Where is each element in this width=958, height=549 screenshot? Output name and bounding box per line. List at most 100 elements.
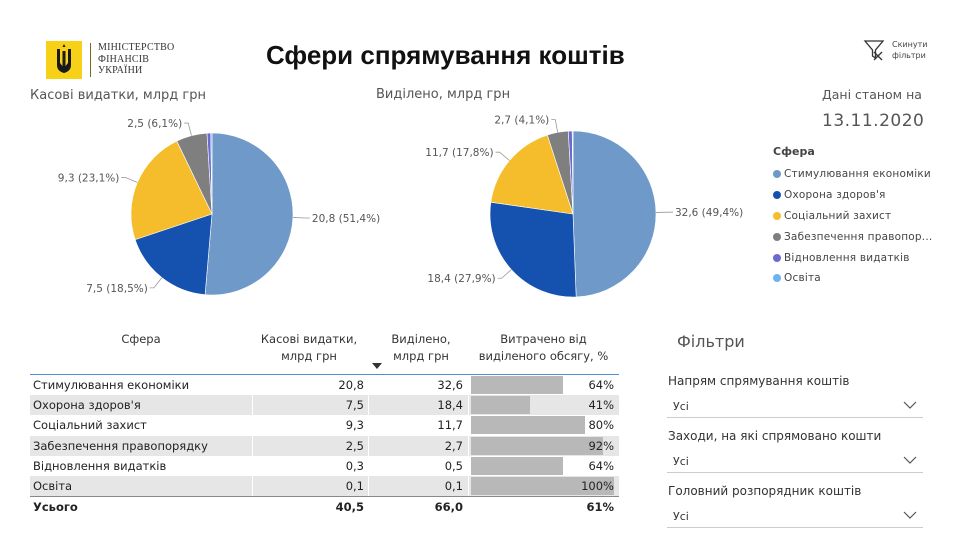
table-total-row: Усього 40,5 66,0 61%: [30, 496, 619, 517]
legend-dot: [773, 274, 781, 283]
logo-line-1: МІНІСТЕРСТВО: [98, 42, 175, 53]
label-leader-line: [184, 122, 192, 136]
total-spent: 61%: [586, 500, 614, 515]
pie-slice[interactable]: [204, 132, 294, 296]
col-header-spent[interactable]: Витрачено від виділеного обсягу, %: [478, 332, 609, 363]
spent-bar: [471, 436, 603, 455]
legend-item[interactable]: Охорона здоров'я: [773, 185, 932, 206]
row-allocated-value: 18,4: [437, 398, 463, 413]
spent-bar: [471, 476, 614, 495]
trident-emblem-icon: [46, 41, 82, 79]
table-row[interactable]: Стимулювання економіки 20,8 32,6 64%: [30, 375, 619, 395]
label-leader-line: [497, 269, 512, 279]
row-sphere-name: Соціальний захист: [33, 418, 147, 433]
pie-data-label: 20,8 (51,4%): [312, 213, 380, 225]
spent-bar: [471, 416, 586, 435]
row-cash-value: 0,1: [345, 478, 364, 493]
logo-divider: [90, 43, 91, 77]
row-sphere-name: Забезпечення правопорядку: [33, 438, 208, 453]
legend-dot: [773, 170, 781, 179]
column-separator: [368, 375, 369, 395]
row-sphere-name: Відновлення видатків: [33, 458, 167, 473]
column-separator: [468, 475, 469, 496]
sort-desc-icon[interactable]: [372, 363, 382, 369]
data-table: Сфера Касові видатки, млрд грн Виділено,…: [30, 325, 619, 517]
pie-slice[interactable]: [572, 130, 657, 298]
row-spent-percent: 92%: [588, 438, 614, 453]
row-cash-value: 20,8: [338, 378, 364, 392]
filter-label-measures: Заходи, на які спрямовано кошти: [668, 429, 882, 443]
spent-bar: [471, 456, 563, 475]
pie-data-label: 32,6 (49,4%): [675, 207, 743, 219]
filter-reset-icon: [863, 40, 885, 61]
col-header-sphere[interactable]: Сфера: [121, 332, 161, 346]
filter-label-manager: Головний розпорядник коштів: [668, 484, 862, 498]
pie-data-label: 11,7 (17,8%): [425, 147, 493, 159]
table-row[interactable]: Соціальний захист 9,3 11,7 80%: [30, 415, 619, 436]
row-allocated-value: 32,6: [437, 378, 463, 392]
pie-data-label: 9,3 (23,1%): [58, 172, 120, 184]
chart-title-allocated: Виділено, млрд грн: [376, 87, 511, 102]
legend-dot: [773, 191, 781, 200]
legend-label: Забезпечення правопор...: [784, 230, 933, 243]
logo-text: МІНІСТЕРСТВО ФІНАНСІВ УКРАЇНИ: [98, 42, 174, 77]
col-header-cash[interactable]: Касові видатки, млрд грн: [260, 332, 358, 363]
pie-slice[interactable]: [210, 132, 213, 215]
legend-item[interactable]: Забезпечення правопор...: [773, 226, 932, 247]
table-row[interactable]: Освіта 0,1 0,1 100%: [30, 475, 619, 497]
reset-filters-button[interactable]: Скинути фільтри: [862, 38, 932, 66]
label-leader-line: [121, 177, 138, 183]
table-body: Стимулювання економіки 20,8 32,6 64% Охорона…: [30, 375, 619, 497]
pie-data-label: 2,7 (4,1%): [494, 115, 549, 127]
chart-title-cash: Касові видатки, млрд грн: [30, 88, 206, 103]
pie-slice[interactable]: [490, 134, 574, 215]
pie-slice[interactable]: [130, 140, 213, 241]
spent-bar: [471, 396, 530, 415]
pie-chart-cash: 20,8 (51,4%) 7,5 (18,5%) 9,3 (23,1%) 2,5 (6…: [58, 118, 380, 296]
total-allocated: 66,0: [434, 500, 463, 515]
row-spent-percent: 100%: [581, 478, 614, 493]
header-divider: [30, 374, 619, 375]
date-label: Дані станом на: [822, 87, 922, 102]
chevron-down-icon: [903, 401, 917, 409]
legend-item[interactable]: Освіта: [773, 268, 932, 289]
row-allocated-value: 0,1: [444, 478, 463, 493]
legend-dot: [773, 232, 781, 241]
pie-slice[interactable]: [134, 213, 213, 296]
spent-bar: [471, 376, 563, 394]
legend-label: Соціальний захист: [784, 209, 892, 222]
table-row[interactable]: Забезпечення правопорядку 2,5 2,7 92%: [30, 435, 619, 456]
col-header-allocated[interactable]: Виділено, млрд грн: [391, 332, 451, 363]
column-separator: [368, 395, 369, 416]
legend-item[interactable]: Відновлення видатків: [773, 247, 932, 268]
row-cash-value: 7,5: [345, 398, 364, 413]
filter-select-manager[interactable]: Усі: [667, 505, 923, 528]
table-row[interactable]: Відновлення видатків 0,3 0,5 64%: [30, 455, 619, 476]
legend-dot: [773, 211, 781, 220]
filter-value: Усі: [673, 455, 689, 468]
row-spent-percent: 80%: [588, 418, 614, 433]
page-title: Сфери спрямування коштів: [266, 40, 625, 70]
pie-slice[interactable]: [489, 201, 577, 298]
logo-line-2: ФІНАНСІВ: [98, 53, 150, 65]
legend-item[interactable]: Стимулювання економіки: [773, 164, 932, 185]
pie-slice[interactable]: [571, 130, 574, 215]
legend-item[interactable]: Соціальний захист: [773, 206, 932, 227]
ministry-logo: МІНІСТЕРСТВО ФІНАНСІВ УКРАЇНИ: [46, 41, 186, 79]
label-leader-line: [551, 119, 559, 133]
row-allocated-value: 11,7: [437, 418, 463, 433]
filter-select-direction[interactable]: Усі: [667, 395, 923, 418]
chart-legend: Сфера Стимулювання економіки Охорона здо…: [773, 145, 932, 289]
reset-filters-label: Скинути фільтри: [892, 40, 928, 60]
total-label: Усього: [33, 500, 78, 515]
legend-label: Освіта: [784, 272, 821, 285]
column-separator: [252, 475, 253, 496]
table-row[interactable]: Охорона здоров'я 7,5 18,4 41%: [30, 395, 619, 416]
label-leader-line: [149, 277, 163, 289]
column-separator: [468, 375, 469, 395]
filter-select-measures[interactable]: Усі: [667, 450, 923, 473]
label-leader-line: [495, 151, 510, 161]
column-separator: [368, 475, 369, 496]
row-spent-percent: 64%: [588, 378, 614, 392]
row-spent-percent: 64%: [588, 458, 614, 473]
